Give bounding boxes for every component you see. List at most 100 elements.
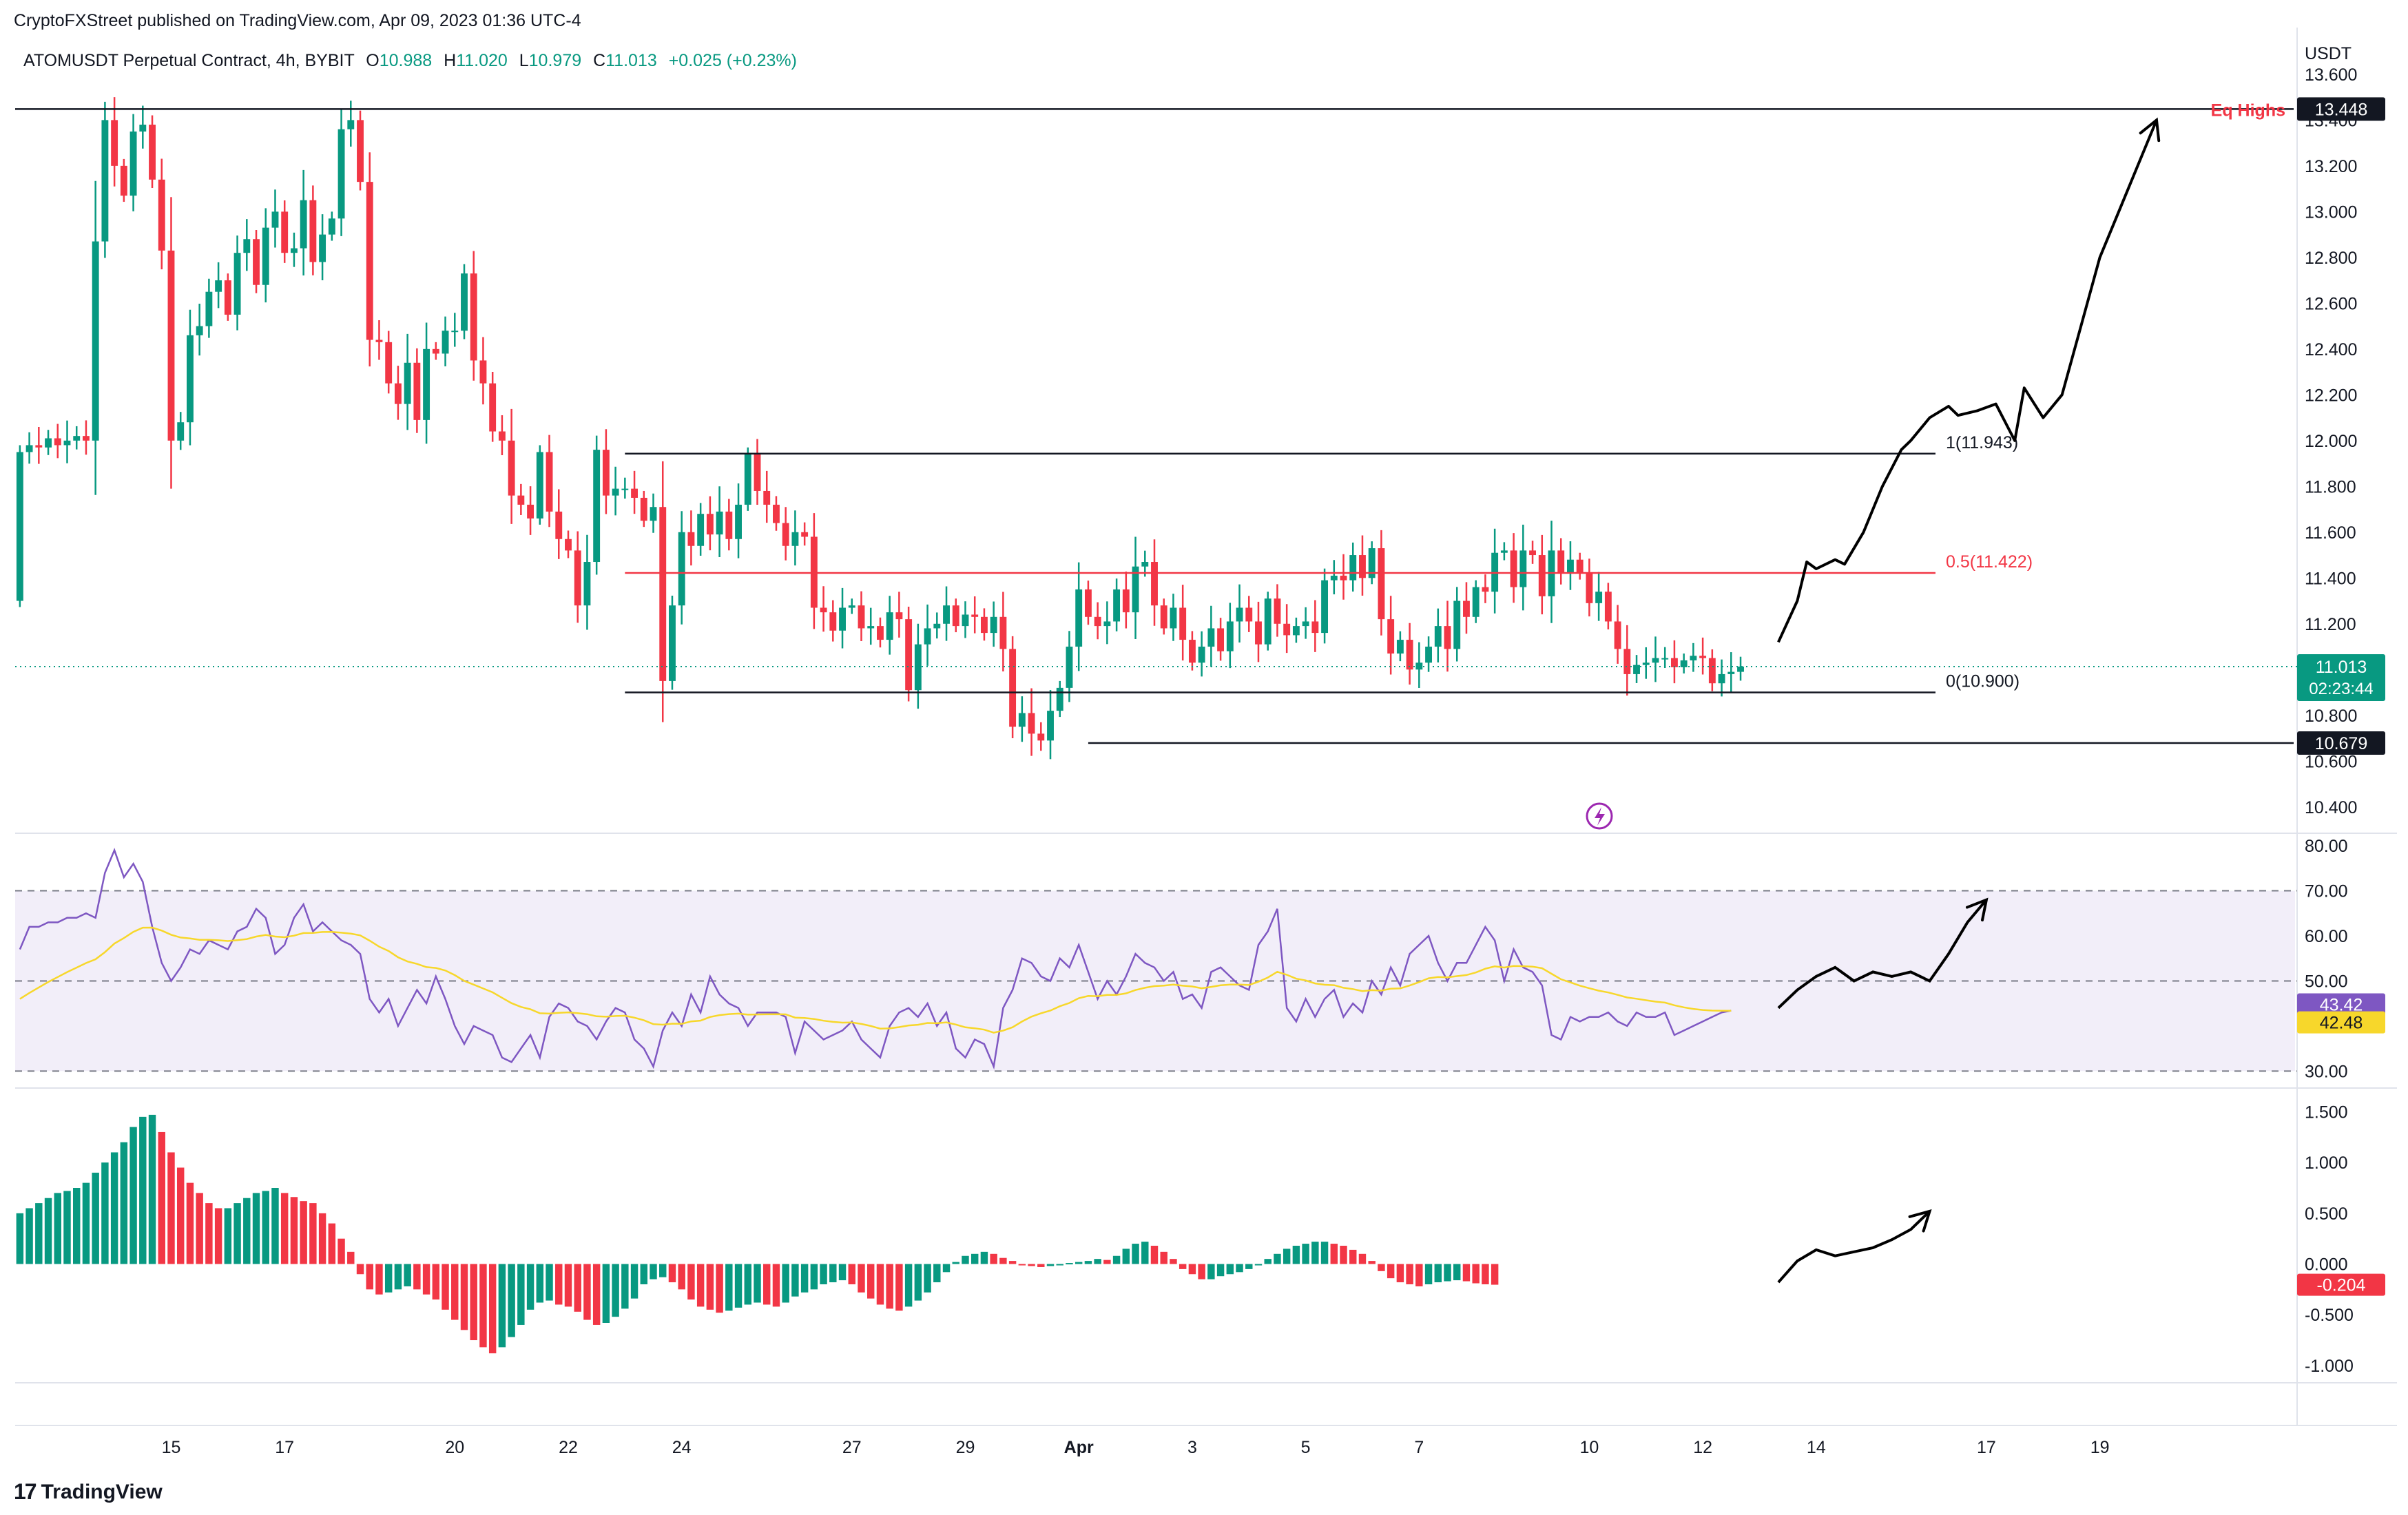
histogram-bar	[602, 1264, 610, 1323]
candle-body	[319, 234, 326, 262]
histogram-bar	[904, 1264, 913, 1307]
histogram-bar	[1387, 1264, 1395, 1279]
candle-body	[1690, 656, 1697, 660]
histogram-bar	[895, 1264, 903, 1311]
candle-body	[1292, 626, 1300, 636]
price-axis-currency: USDT	[2305, 44, 2352, 63]
candle-body	[167, 250, 175, 441]
candle-body	[829, 612, 837, 631]
histogram-bar	[1283, 1248, 1291, 1264]
histogram-bar	[356, 1264, 364, 1275]
candle-body	[678, 532, 685, 606]
histogram-bar	[158, 1131, 165, 1264]
candle-body	[432, 348, 439, 354]
candle-body	[394, 383, 402, 404]
candle-body	[877, 626, 884, 640]
histogram-bar	[678, 1264, 685, 1290]
candle-body	[659, 507, 667, 681]
candle-body	[971, 614, 979, 617]
histogram-bar	[384, 1264, 393, 1293]
rsi-tick-label: 70.00	[2305, 882, 2348, 901]
candle-body	[924, 628, 931, 645]
time-tick-label: 27	[842, 1438, 862, 1457]
candle-body	[905, 619, 913, 691]
histogram-bar	[971, 1253, 979, 1264]
candle-body	[1217, 628, 1225, 651]
histogram-bar	[725, 1264, 733, 1311]
histogram-bar	[630, 1264, 639, 1299]
symbol-title[interactable]: ATOMUSDT Perpetual Contract, 4h, BYBIT	[23, 51, 355, 70]
candle-body	[716, 511, 723, 535]
histogram-bar	[328, 1223, 336, 1264]
candle-body	[413, 362, 421, 420]
candle-body	[35, 445, 43, 448]
histogram-bar	[914, 1264, 922, 1301]
close-label: C	[593, 51, 606, 70]
price-tick-label: 10.600	[2305, 752, 2357, 771]
price-tick-label: 12.400	[2305, 340, 2357, 359]
candle-body	[1151, 562, 1158, 606]
change-value: +0.025 (+0.23%)	[668, 51, 797, 70]
candle-body	[1406, 640, 1413, 670]
histogram-tick-label: -0.500	[2305, 1306, 2354, 1325]
eq-highs-price-tag: 13.448	[2315, 100, 2367, 119]
histogram-bar	[838, 1264, 847, 1281]
histogram-bar	[1406, 1264, 1413, 1284]
histogram-bar	[621, 1264, 629, 1309]
histogram-bar	[1179, 1264, 1187, 1269]
histogram-bar	[820, 1264, 827, 1284]
histogram-bar	[394, 1264, 402, 1290]
tradingview-brand[interactable]: TradingView	[41, 1480, 163, 1503]
histogram-bar	[574, 1264, 581, 1312]
histogram-bar	[148, 1114, 156, 1264]
histogram-bar	[44, 1198, 52, 1264]
histogram-bar	[1170, 1259, 1177, 1264]
candle-body	[1094, 616, 1101, 627]
histogram-bar	[1150, 1246, 1159, 1264]
histogram-projection-path	[1777, 1210, 1931, 1284]
histogram-bar	[1340, 1246, 1347, 1264]
histogram-bar	[422, 1264, 430, 1295]
histogram-bar	[1056, 1264, 1063, 1266]
time-tick-label: 24	[672, 1438, 692, 1457]
histogram-tick-label: 0.500	[2305, 1204, 2348, 1224]
histogram-bar	[1132, 1244, 1139, 1264]
candle-body	[451, 331, 459, 333]
histogram-bar	[706, 1264, 714, 1310]
histogram-bar	[1396, 1264, 1404, 1283]
candle-body	[290, 248, 298, 253]
candle-body	[129, 131, 137, 196]
histogram-bar	[205, 1203, 213, 1264]
candle-body	[300, 200, 307, 249]
candle-body	[1463, 600, 1470, 617]
histogram-bar	[1424, 1264, 1433, 1284]
candle-body	[271, 211, 279, 228]
histogram-bar	[25, 1208, 33, 1264]
rsi-projection-arrow	[1965, 897, 1989, 922]
histogram-bar	[318, 1213, 326, 1264]
candle-body	[1661, 658, 1669, 660]
histogram-bar	[101, 1162, 109, 1264]
candle-body	[952, 605, 959, 627]
histogram-value-tag-bg	[2297, 1273, 2385, 1296]
candle-body	[423, 348, 430, 420]
histogram-bar	[224, 1208, 232, 1264]
support-price-tag: 10.679	[2315, 734, 2367, 753]
candle-body	[791, 532, 799, 546]
candle-body	[120, 165, 127, 196]
candle-body	[45, 438, 52, 448]
candle-body	[1179, 607, 1187, 640]
eq-highs-price-tag-bg	[2297, 97, 2385, 121]
histogram-bar	[233, 1203, 241, 1264]
candle-body	[83, 436, 90, 441]
candle-body	[1737, 666, 1744, 672]
histogram-bar	[139, 1116, 147, 1264]
histogram-bar	[290, 1197, 298, 1264]
candle-body	[1519, 550, 1527, 587]
histogram-bar	[1141, 1242, 1149, 1264]
candle-body	[555, 511, 563, 539]
histogram-bar	[54, 1193, 61, 1264]
candle-body	[1122, 589, 1130, 613]
histogram-bar	[782, 1264, 789, 1303]
